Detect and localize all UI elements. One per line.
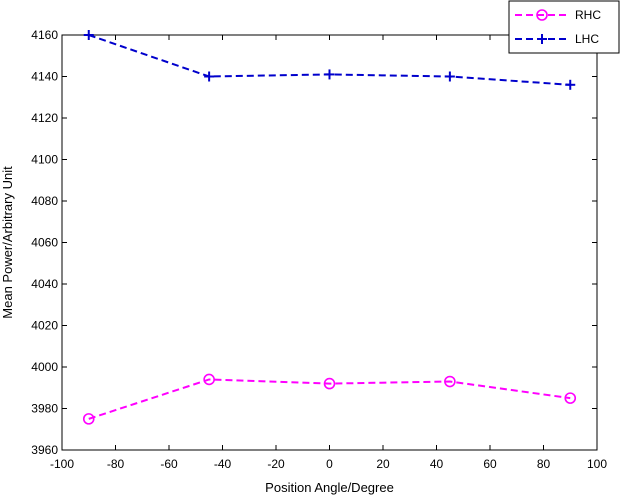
- x-tick-label: -40: [214, 457, 232, 471]
- x-tick-label: 20: [376, 457, 390, 471]
- x-axis-label: Position Angle/Degree: [265, 480, 394, 495]
- data-point-rhc: [564, 392, 577, 404]
- data-point-rhc: [444, 375, 456, 388]
- legend-box: [508, 0, 620, 54]
- legend-marker-rhc: [536, 9, 548, 21]
- y-tick-label: 3980: [31, 402, 58, 416]
- y-tick-label: 4120: [31, 111, 58, 125]
- series-layer: [82, 30, 577, 425]
- y-axis-ticks: 3960 3980 4000 4020 4040 4060 4080 4100 4120 4140…: [31, 28, 597, 457]
- data-point-lhc: [83, 30, 94, 40]
- x-tick-label: 80: [537, 457, 551, 471]
- x-tick-label: -20: [267, 457, 285, 471]
- data-point-lhc: [444, 71, 455, 82]
- x-tick-label: 60: [483, 457, 497, 471]
- legend-marker-lhc: [537, 34, 547, 44]
- y-tick-label: 4000: [31, 360, 58, 374]
- y-tick-label: 4020: [31, 319, 58, 333]
- legend: RHC LHC: [508, 0, 620, 54]
- x-tick-label: -60: [160, 457, 178, 471]
- x-tick-label: -80: [107, 457, 125, 471]
- data-point-lhc: [204, 71, 215, 82]
- series-line-rhc: [88, 378, 571, 420]
- data-point-rhc: [82, 413, 95, 425]
- y-tick-label: 4160: [31, 28, 58, 42]
- x-tick-label: 40: [430, 457, 444, 471]
- y-tick-label: 4140: [31, 70, 58, 84]
- data-point-rhc: [203, 373, 215, 386]
- x-tick-label: 0: [326, 457, 333, 471]
- x-tick-label: 100: [587, 457, 607, 471]
- y-tick-label: 4040: [31, 277, 58, 291]
- data-point-lhc: [324, 69, 335, 80]
- legend-label-lhc: LHC: [575, 32, 599, 46]
- y-tick-label: 3960: [31, 443, 58, 457]
- y-tick-label: 4060: [31, 236, 58, 250]
- x-tick-label: -100: [50, 457, 74, 471]
- x-axis-ticks: -100 -80 -60 -40 -20 0 20 40 60 80 100: [50, 35, 607, 471]
- y-axis-label: Mean Power/Arbitrary Unit: [0, 166, 15, 319]
- data-point-rhc: [323, 377, 336, 390]
- y-tick-label: 4080: [31, 194, 58, 208]
- data-point-lhc: [565, 79, 576, 90]
- y-tick-label: 4100: [31, 153, 58, 167]
- legend-label-rhc: RHC: [575, 8, 601, 22]
- plot-area: [61, 34, 598, 451]
